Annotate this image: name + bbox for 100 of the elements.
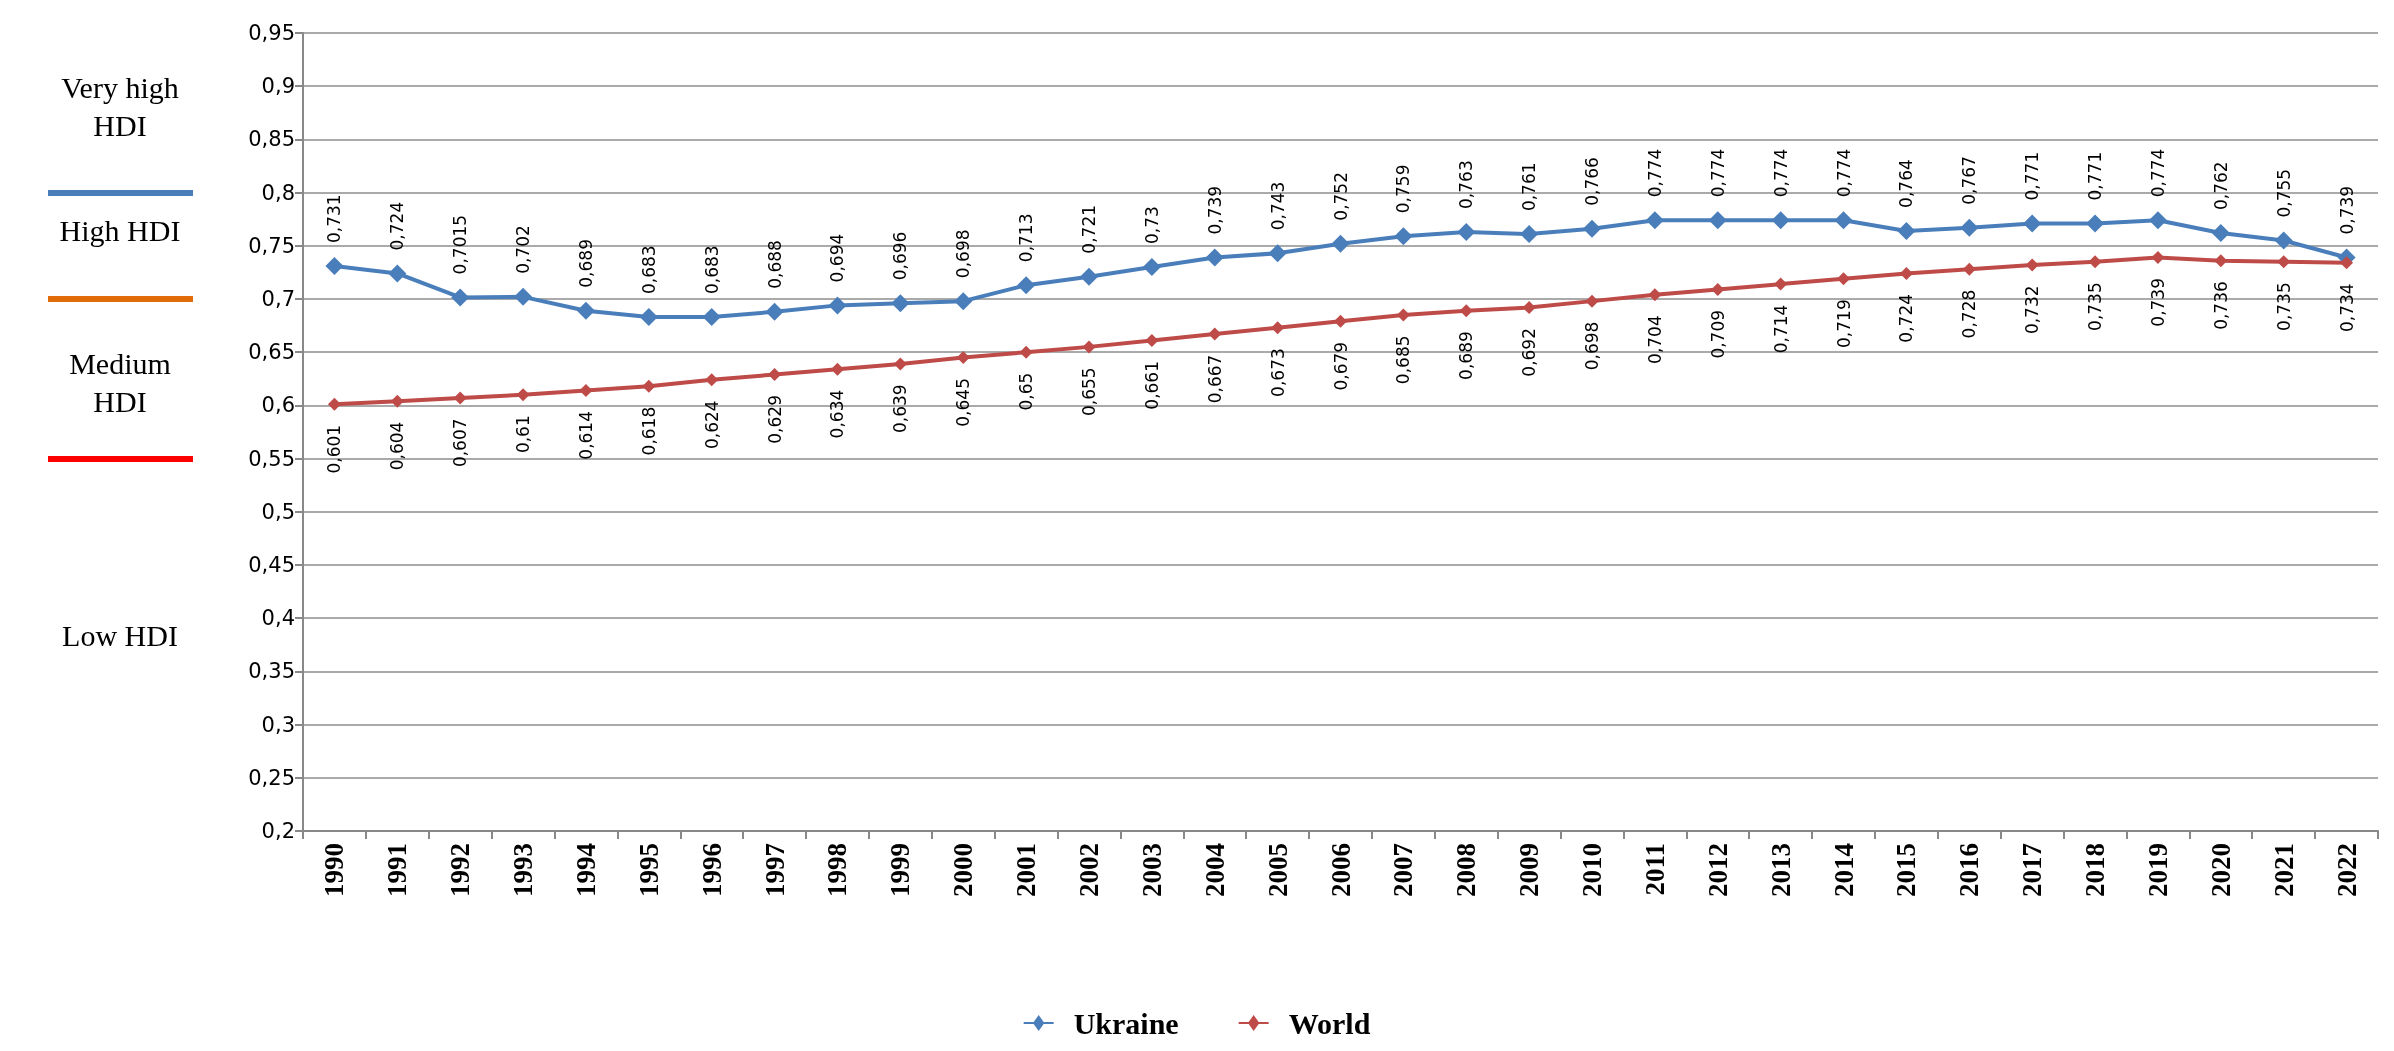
point xyxy=(828,296,847,315)
point xyxy=(1708,211,1727,230)
data-label: 0,673 xyxy=(1267,348,1288,397)
point xyxy=(1459,304,1473,318)
data-label: 0,735 xyxy=(2085,282,2106,331)
data-label: 0,65 xyxy=(1016,372,1037,411)
point xyxy=(2148,211,2167,230)
x-tick-label: 1997 xyxy=(759,843,790,897)
x-tick-label: 2010 xyxy=(1577,843,1608,897)
x-tick-label: 1999 xyxy=(885,843,916,897)
data-label: 0,774 xyxy=(2147,148,2168,198)
point xyxy=(1583,219,1602,238)
point xyxy=(642,379,656,393)
data-label: 0,713 xyxy=(1016,213,1037,263)
text: Very high HDI xyxy=(61,70,179,142)
point xyxy=(1142,258,1161,277)
point xyxy=(514,287,533,306)
data-label: 0,607 xyxy=(450,418,471,468)
data-label: 0,771 xyxy=(2085,151,2106,201)
data-label: 0,728 xyxy=(1959,289,1980,339)
point xyxy=(765,302,784,321)
point xyxy=(579,384,593,397)
x-tick-label: 2003 xyxy=(1136,843,1167,897)
point xyxy=(1899,266,1913,280)
y-tick-label: 0,25 xyxy=(248,765,295,790)
legend-label: World xyxy=(1288,1006,1371,1040)
data-label: 0,639 xyxy=(890,384,911,434)
data-label: 0,661 xyxy=(1141,361,1162,410)
x-tick-label: 2009 xyxy=(1514,843,1545,897)
point xyxy=(1520,225,1539,244)
point xyxy=(451,288,470,307)
x-tick-label: 2008 xyxy=(1451,843,1482,897)
point xyxy=(768,368,782,382)
point xyxy=(1962,262,1976,276)
data-label: 0,739 xyxy=(2147,278,2168,327)
point xyxy=(954,292,973,311)
data-label: 0,732 xyxy=(2022,285,2043,335)
data-label: 0,736 xyxy=(2210,281,2231,330)
data-label: 0,683 xyxy=(701,245,722,295)
point xyxy=(1897,221,1916,240)
x-tick-label: 2019 xyxy=(2142,843,2173,897)
point xyxy=(1334,314,1347,328)
data-label: 0,61 xyxy=(513,415,534,454)
point xyxy=(1457,222,1476,241)
y-tick-label: 0,75 xyxy=(248,233,295,258)
point xyxy=(702,308,721,327)
x-tick-label: 2015 xyxy=(1891,843,1922,897)
point xyxy=(325,257,344,276)
point xyxy=(2025,258,2039,272)
x-tick-label: 1992 xyxy=(445,843,476,897)
x-tick-label: 2001 xyxy=(1011,843,1042,897)
data-label: 0,762 xyxy=(2210,161,2231,211)
y-tick-label: 0,35 xyxy=(248,659,295,684)
point xyxy=(1079,267,1098,286)
data-label: 0,759 xyxy=(1393,164,1414,214)
x-tick-label: 2021 xyxy=(2268,843,2299,897)
data-label: 0,614 xyxy=(575,411,596,460)
point xyxy=(1017,276,1036,295)
point xyxy=(893,357,907,371)
point xyxy=(2211,224,2230,243)
data-label: 0,739 xyxy=(1204,185,1225,235)
data-label: 0,721 xyxy=(1078,204,1099,254)
x-tick-label: 2017 xyxy=(2017,843,2048,897)
x-tick-label: 1995 xyxy=(633,843,664,897)
data-label: 0,724 xyxy=(1896,293,1917,343)
point xyxy=(1205,248,1224,267)
y-tick-label: 0,4 xyxy=(261,606,295,631)
x-tick-label: 2005 xyxy=(1262,843,1293,897)
y-tick-label: 0,55 xyxy=(248,446,295,471)
data-label: 0,761 xyxy=(1519,162,1540,212)
text: High HDI xyxy=(59,214,181,248)
point xyxy=(891,294,910,313)
point xyxy=(576,301,595,320)
point xyxy=(2214,254,2228,268)
point xyxy=(2023,214,2042,233)
y-tick-label: 0,8 xyxy=(261,180,295,205)
data-label: 0,724 xyxy=(387,201,408,251)
y-tick-label: 0,65 xyxy=(248,340,295,365)
point xyxy=(639,308,658,327)
data-label: 0,604 xyxy=(387,421,408,471)
point xyxy=(1771,211,1790,230)
text: Medium HDI xyxy=(69,347,171,419)
point xyxy=(1774,277,1788,291)
data-label: 0,763 xyxy=(1456,160,1477,209)
point xyxy=(1271,321,1285,335)
data-label: 0,714 xyxy=(1770,304,1791,354)
data-label: 0,731 xyxy=(324,194,345,244)
y-tick-label: 0,6 xyxy=(261,393,295,418)
point xyxy=(1648,288,1662,302)
y-tick-label: 0,2 xyxy=(261,819,295,843)
data-label: 0,766 xyxy=(1582,157,1603,206)
x-tick-label: 2016 xyxy=(1954,843,1985,897)
x-tick-label: 1991 xyxy=(382,843,413,897)
point xyxy=(453,391,467,405)
data-label: 0,692 xyxy=(1519,328,1540,377)
data-label: 0,601 xyxy=(324,424,345,474)
y-tick-label: 0,3 xyxy=(261,712,295,737)
data-label: 0,764 xyxy=(1896,159,1917,208)
data-label: 0,752 xyxy=(1330,172,1351,221)
data-label: 0,774 xyxy=(1707,148,1728,198)
